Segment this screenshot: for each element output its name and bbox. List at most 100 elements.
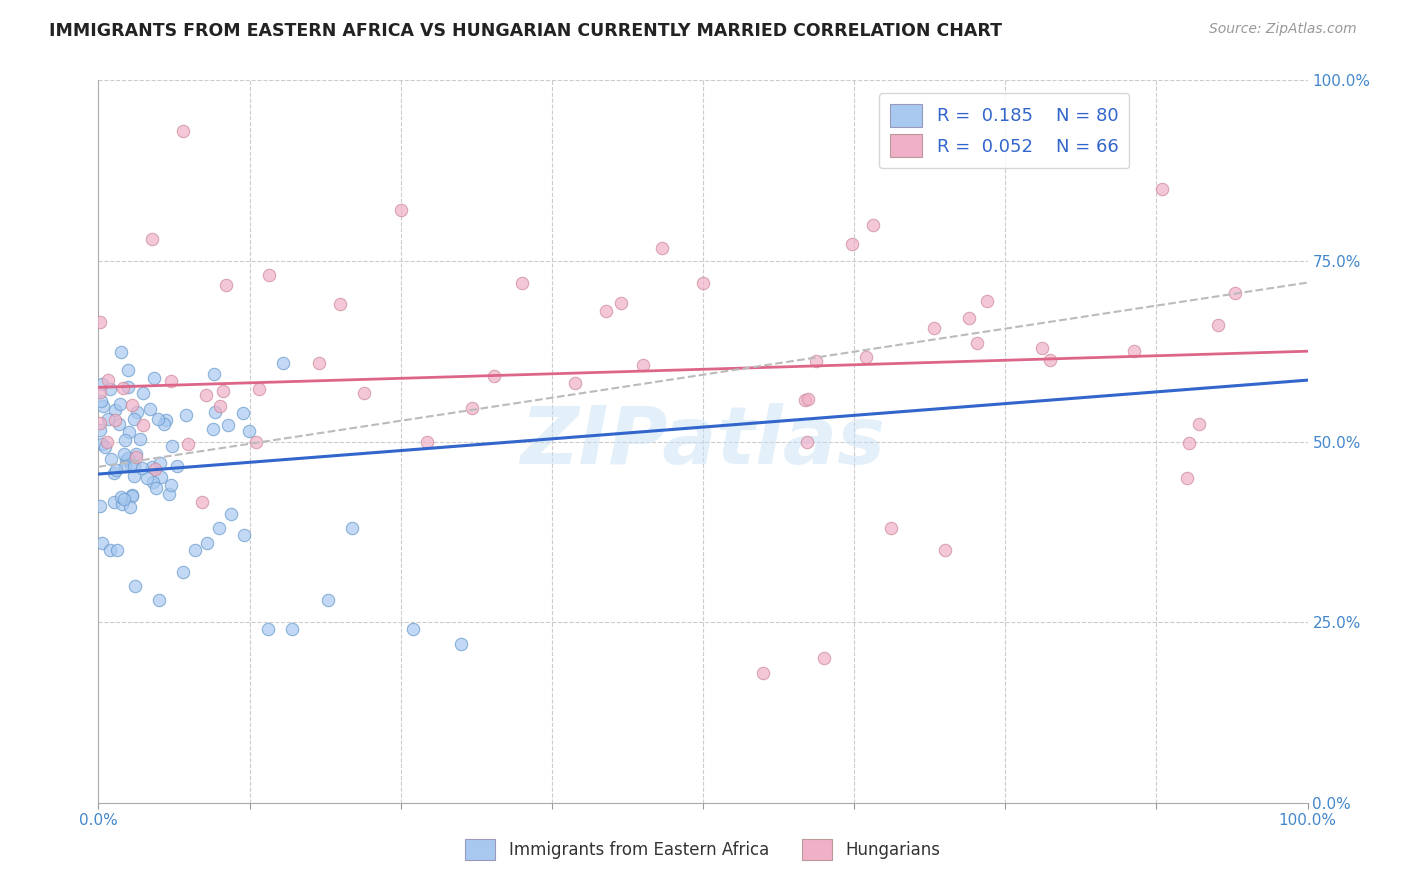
Point [152, 417, 174, 431]
Point [221, 507, 243, 521]
Point [105, 463, 128, 477]
Point [281, 623, 304, 637]
Point [308, 356, 330, 370]
Point [111, 381, 134, 395]
Point [94, 440, 117, 454]
Point [131, 461, 153, 475]
Point [212, 384, 235, 398]
Point [112, 447, 135, 461]
Point [149, 470, 172, 484]
Point [208, 521, 231, 535]
Point [813, 651, 835, 665]
Point [110, 344, 132, 359]
Point [194, 387, 217, 401]
Point [115, 453, 138, 467]
Point [1122, 343, 1144, 358]
Point [145, 481, 167, 495]
Point [91, 399, 114, 413]
Point [631, 358, 654, 372]
Point [976, 294, 998, 309]
Point [966, 336, 988, 351]
Point [316, 593, 339, 607]
Text: Source: ZipAtlas.com: Source: ZipAtlas.com [1209, 22, 1357, 37]
Point [610, 296, 633, 310]
Point [256, 623, 278, 637]
Point [122, 469, 145, 483]
Point [208, 399, 231, 413]
Point [389, 203, 412, 218]
Point [124, 411, 146, 425]
Point [104, 402, 127, 417]
Point [97, 412, 120, 426]
Point [136, 471, 159, 485]
Point [91, 376, 114, 391]
Point [176, 408, 198, 422]
Point [98, 542, 121, 557]
Point [232, 528, 254, 542]
Point [232, 406, 254, 420]
Point [100, 452, 122, 467]
Point [132, 385, 155, 400]
Point [103, 495, 125, 509]
Point [184, 542, 207, 557]
Point [118, 500, 141, 514]
Point [124, 579, 146, 593]
Point [121, 487, 143, 501]
Point [855, 350, 877, 364]
Point [1039, 353, 1062, 368]
Point [215, 277, 238, 292]
Point [112, 491, 135, 506]
Point [125, 446, 148, 460]
Point [416, 434, 439, 449]
Point [1175, 470, 1198, 484]
Point [862, 218, 884, 232]
Point [595, 304, 617, 318]
Point [89, 417, 111, 431]
Point [148, 412, 170, 426]
Point [461, 401, 484, 415]
Point [125, 405, 148, 419]
Point [195, 535, 218, 549]
Point [353, 385, 375, 400]
Point [141, 460, 163, 475]
Point [1152, 182, 1174, 196]
Point [105, 542, 128, 557]
Point [793, 392, 815, 407]
Point [160, 439, 183, 453]
Point [172, 124, 194, 138]
Point [160, 478, 183, 492]
Point [128, 432, 150, 446]
Point [934, 542, 956, 557]
Point [122, 459, 145, 474]
Point [89, 315, 111, 329]
Point [143, 462, 166, 476]
Point [510, 276, 533, 290]
Point [342, 521, 364, 535]
Point [204, 367, 226, 381]
Point [201, 421, 224, 435]
Point [245, 435, 267, 450]
Point [90, 536, 112, 550]
Point [139, 401, 162, 416]
Point [879, 521, 901, 535]
Point [238, 424, 260, 438]
Point [172, 565, 194, 579]
Point [110, 490, 132, 504]
Point [117, 362, 139, 376]
Point [117, 380, 139, 394]
Point [841, 237, 863, 252]
Point [257, 268, 280, 282]
Point [796, 434, 818, 449]
Point [922, 321, 945, 335]
Point [564, 376, 586, 391]
Point [104, 413, 127, 427]
Point [114, 458, 136, 473]
Point [103, 466, 125, 480]
Point [89, 499, 111, 513]
Point [796, 392, 818, 406]
Point [98, 382, 121, 396]
Point [1206, 318, 1229, 333]
Point [155, 413, 177, 427]
Point [89, 423, 111, 437]
Point [110, 397, 132, 411]
